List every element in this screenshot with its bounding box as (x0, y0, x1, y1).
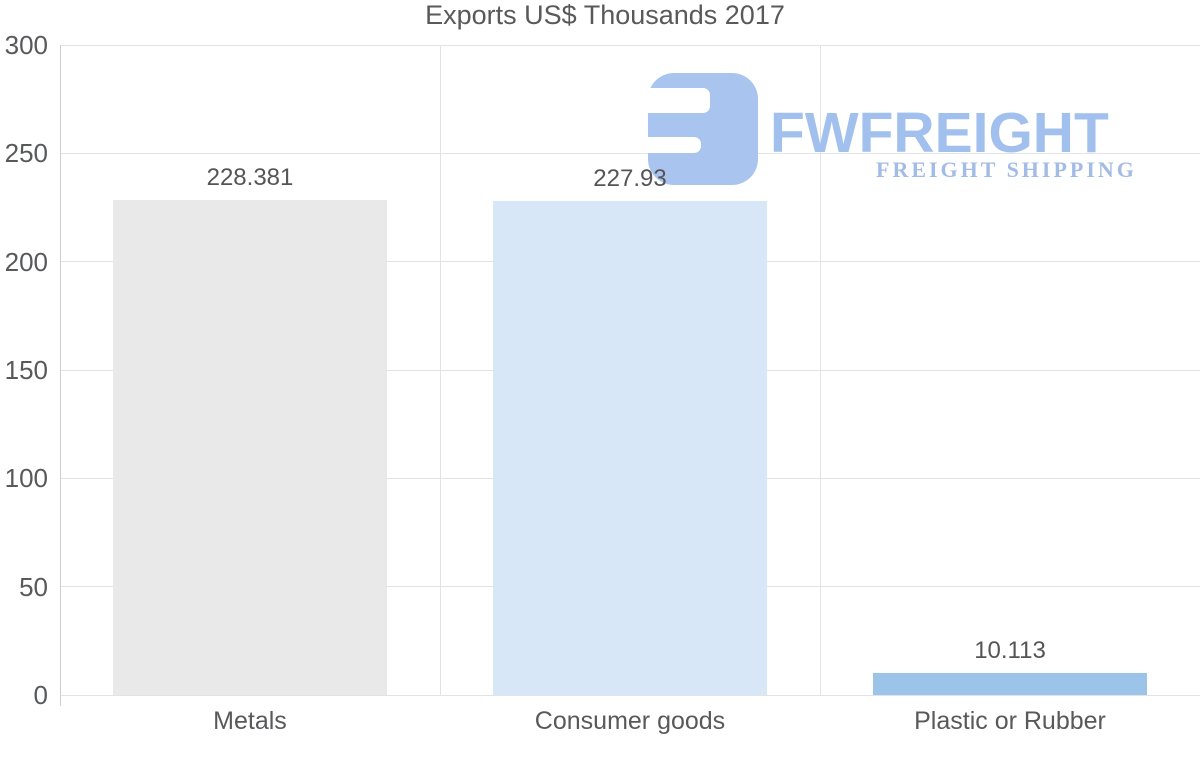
y-axis-line (60, 45, 61, 706)
gridline-y-0 (60, 694, 1200, 696)
x-axis-label-consumer-goods: Consumer goods (534, 707, 726, 735)
gridline-x-separator-2 (820, 45, 821, 695)
y-tick-label-300: 300 (4, 30, 48, 60)
y-tick-label-50: 50 (19, 571, 48, 602)
watermark-brand-text: FWFREIGHT (770, 101, 1109, 165)
watermark-tagline-text: FREIGHT SHIPPING (876, 157, 1137, 182)
bar-value-label-consumer-goods: 227.93 (593, 165, 667, 193)
gridline-y-250 (60, 152, 1200, 154)
y-tick-label-0: 0 (33, 680, 48, 710)
y-tick-label-200: 200 (4, 246, 48, 277)
fwfreight-logo-icon (648, 73, 758, 185)
x-axis-label-plastic-or-rubber: Plastic or Rubber (914, 707, 1106, 735)
gridline-y-300 (60, 44, 1200, 46)
bar-value-label-plastic-or-rubber: 10.113 (974, 637, 1046, 665)
bar-consumer-goods[interactable] (493, 201, 767, 695)
y-tick-label-150: 150 (4, 355, 48, 385)
bar-plastic-or-rubber[interactable] (873, 673, 1147, 695)
gridline-x-separator-1 (440, 45, 441, 695)
bar-value-label-metals: 228.381 (206, 164, 294, 192)
y-tick-label-100: 100 (4, 463, 48, 494)
y-tick-label-250: 250 (4, 138, 48, 169)
chart-title: Exports US$ Thousands 2017 (425, 0, 785, 30)
bar-metals[interactable] (113, 200, 387, 695)
x-axis-label-metals: Metals (213, 707, 287, 735)
